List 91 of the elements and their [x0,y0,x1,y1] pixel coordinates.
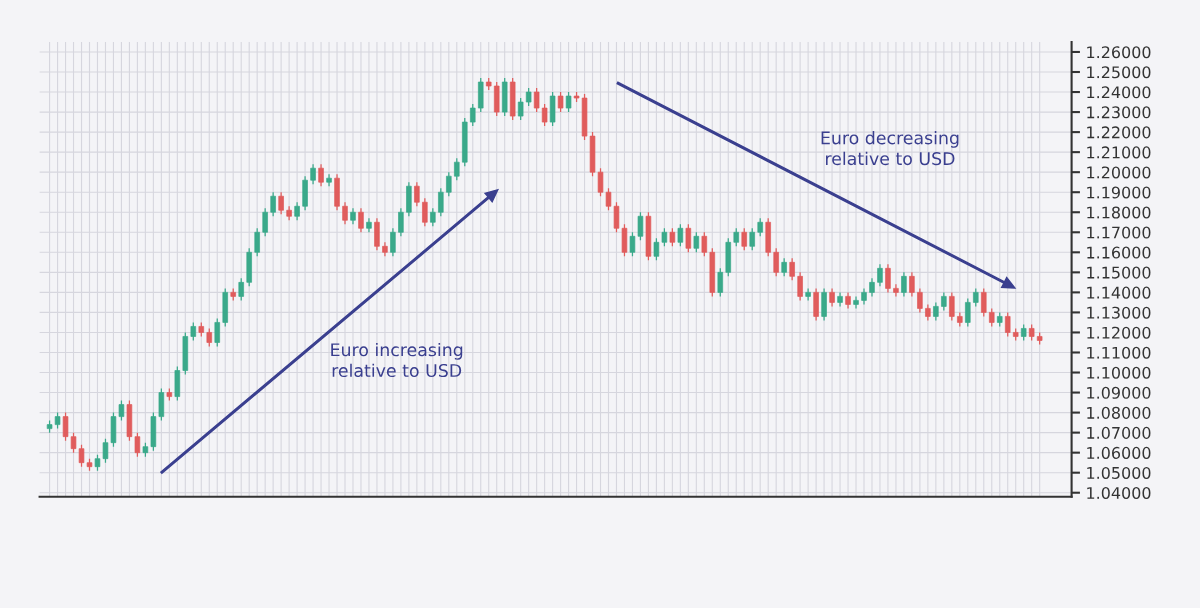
y-tick-label: 1.18000 [1087,206,1151,219]
candlestick [669,227,676,247]
candlestick [757,217,763,237]
candlestick [661,227,668,247]
candlestick [206,327,213,348]
candlestick [885,263,891,294]
candlestick [1004,311,1011,338]
y-tick-label: 1.05000 [1087,466,1151,479]
candlestick [533,87,540,113]
candlestick [262,207,268,237]
y-tick-label: 1.26000 [1087,46,1151,59]
candlestick [270,191,276,217]
candlestick [517,97,524,121]
candlestick [294,201,300,221]
y-tick-label: 1.10000 [1087,366,1151,379]
candlestick [358,207,364,233]
candlestick [949,291,955,322]
annotation: Euro decreasing relative to USD [821,130,959,166]
candlestick [310,163,316,185]
candlestick [749,227,755,251]
candlestick [965,297,971,328]
candlestick [869,277,875,298]
candlestick [893,283,899,298]
y-tick-label: 1.09000 [1087,386,1151,399]
y-tick-label: 1.22000 [1087,126,1151,139]
candlestick [470,103,476,127]
candlestick [933,301,939,322]
candlestick [853,295,859,310]
candlestick [733,227,739,247]
y-tick-label: 1.20000 [1087,166,1151,179]
candlestick [717,267,724,298]
candlestick [829,287,835,308]
candlestick [390,227,396,257]
y-tick-label: 1.17000 [1087,226,1151,239]
candlestick [525,87,532,107]
candlestick [981,287,987,318]
candlestick [326,173,332,187]
y-tick-label: 1.25000 [1087,66,1151,79]
candlestick [541,103,548,127]
candlestick [917,287,923,314]
y-tick-label: 1.11000 [1087,346,1151,359]
candlestick [254,227,260,257]
candlestick [565,91,572,113]
candlestick [637,211,644,241]
candlestick [454,157,460,181]
candlestick [805,287,811,302]
candlestick [941,291,947,312]
y-tick-label: 1.24000 [1087,86,1151,99]
y-tick-label: 1.19000 [1087,186,1151,199]
candlestick [134,432,141,458]
candlestick [318,163,324,187]
candlestick [414,181,420,207]
candlestick [430,207,436,227]
candlestick [693,231,700,253]
candlestick [238,277,244,302]
candlestick [653,237,660,261]
y-tick-label: 1.08000 [1087,406,1151,419]
candlestick [901,271,907,298]
candlestick [278,191,284,215]
candlestick [877,263,883,287]
candlestick [342,201,348,225]
candlestick [438,187,444,217]
candlestick [989,307,995,328]
candlestick [701,231,708,257]
y-tick-label: 1.12000 [1087,326,1151,339]
y-tick-label: 1.15000 [1087,266,1151,279]
candlestick [685,223,692,253]
y-tick-label: 1.07000 [1087,426,1151,439]
y-tick-label: 1.13000 [1087,306,1151,319]
candlestick [214,317,220,348]
candlestick [781,257,787,277]
y-tick-label: 1.16000 [1087,246,1151,259]
candlestick [629,231,636,257]
candlestick [446,171,452,197]
y-tick-label: 1.04000 [1087,486,1151,500]
candlestick [797,271,803,302]
candlestick [557,91,564,113]
y-tick-label: 1.06000 [1087,446,1151,459]
candlestick [973,287,979,308]
y-tick-label: 1.14000 [1087,286,1151,299]
candlestick [741,227,747,251]
candlestick [773,247,779,277]
y-tick-label: 1.21000 [1087,146,1151,159]
candlestick [909,271,915,298]
candlestick [422,197,428,227]
annotation: Euro increasing relative to USD [331,342,463,378]
candlestick [789,257,795,281]
y-tick-label: 1.23000 [1087,106,1151,119]
candlestick [190,321,197,342]
candlestick [398,207,404,237]
candlestick [677,223,684,247]
